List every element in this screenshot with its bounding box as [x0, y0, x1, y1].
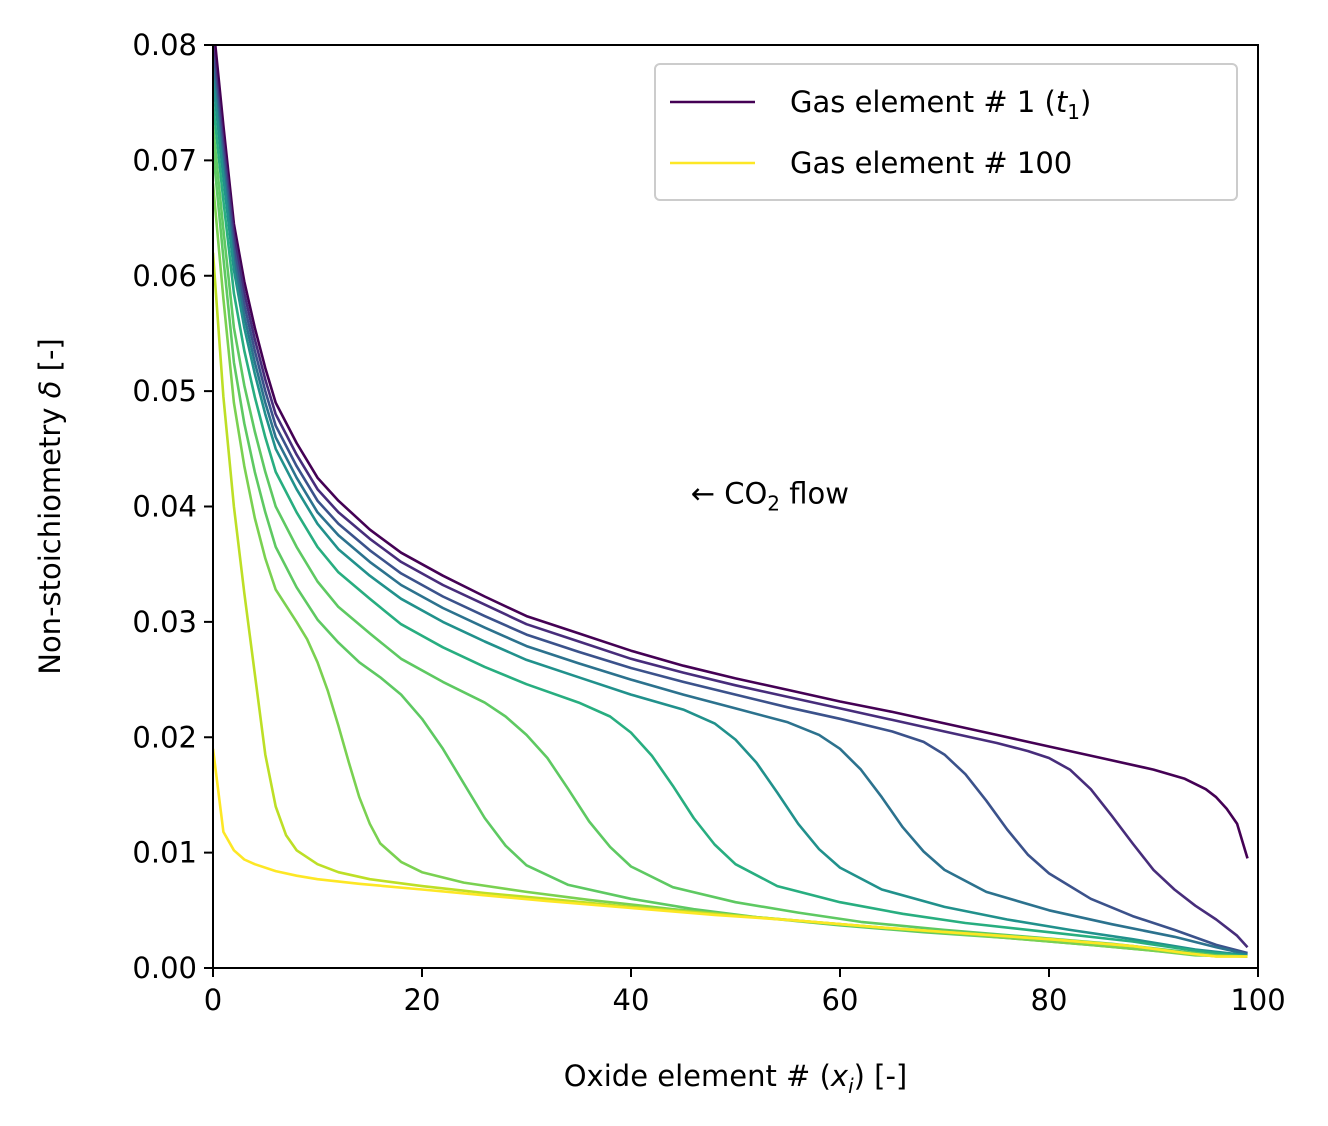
x-tick-label: 0: [204, 983, 222, 1017]
series-line-2: [213, 45, 1249, 949]
y-tick-label: 0.06: [132, 259, 197, 293]
legend-box: [654, 63, 1238, 201]
series-line-6: [213, 102, 1248, 958]
series-line-11: [213, 748, 1248, 958]
y-tick-label: 0.01: [132, 836, 197, 870]
x-tick-label: 60: [822, 983, 859, 1017]
y-tick-label: 0.00: [132, 951, 197, 985]
series-layer: [213, 45, 1249, 958]
series-line-3: [213, 56, 1248, 955]
annotation-co2-flow: ← CO2 flow: [691, 477, 849, 516]
series-line-1: [214, 45, 1249, 859]
y-tick-label: 0.03: [132, 605, 197, 639]
series-line-7: [213, 125, 1248, 958]
x-axis-title: Oxide element # (xi) [-]: [564, 1059, 908, 1098]
legend-label-gas-element-100: Gas element # 100: [790, 146, 1072, 180]
x-axis: 0 20 40 60 80 100: [204, 968, 1286, 1017]
series-line-4: [213, 67, 1248, 956]
x-tick-label: 100: [1230, 983, 1285, 1017]
y-axis-title: Non-stoichiometry δ [-]: [33, 338, 67, 675]
legend-label-gas-element-1: Gas element # 1 (t1): [790, 85, 1091, 124]
annotation-text: ← CO2 flow: [691, 477, 849, 516]
x-tick-label: 40: [613, 983, 650, 1017]
y-axis: 0.00 0.01 0.02 0.03 0.04 0.05 0.06 0.07 0.08: [132, 28, 213, 985]
legend: Gas element # 1 (t1) Gas element # 100: [654, 63, 1238, 201]
y-tick-label: 0.08: [132, 28, 197, 62]
y-tick-label: 0.02: [132, 720, 197, 754]
x-tick-label: 80: [1031, 983, 1068, 1017]
y-tick-label: 0.07: [132, 143, 197, 177]
x-tick-label: 20: [404, 983, 441, 1017]
series-line-5: [213, 79, 1248, 957]
y-tick-label: 0.04: [132, 490, 197, 524]
y-tick-label: 0.05: [132, 374, 197, 408]
